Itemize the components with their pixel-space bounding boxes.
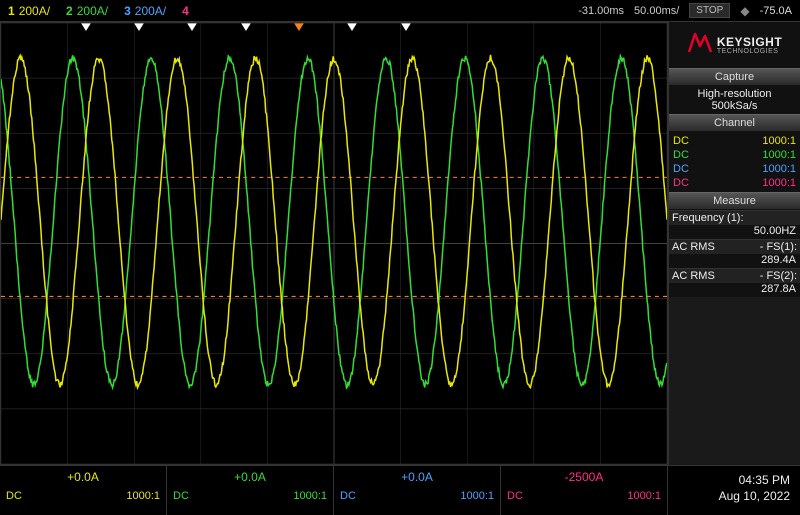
keysight-icon (687, 32, 713, 58)
measure-item: AC RMS- FS(2):287.8A (669, 268, 800, 297)
channel-indicator-3[interactable]: 3200A/ (124, 4, 166, 18)
channel-row: DC1000:1 (673, 148, 796, 162)
timebase: 50.00ms/ (634, 5, 679, 17)
side-panel: KEYSIGHT TECHNOLOGIES Capture High-resol… (668, 22, 800, 465)
capture-header[interactable]: Capture (669, 68, 800, 86)
acq-mode: High-resolution (673, 88, 796, 100)
channel-row: DC1000:1 (673, 162, 796, 176)
bottom-channel-3[interactable]: +0.0ADC1000:1 (334, 466, 501, 515)
sample-rate: 500kSa/s (673, 100, 796, 112)
brand-logo: KEYSIGHT TECHNOLOGIES (669, 22, 800, 68)
channel-row: DC1000:1 (673, 134, 796, 148)
run-stop-status[interactable]: STOP (689, 3, 730, 18)
top-bar: 1200A/2200A/3200A/4 -31.00ms 50.00ms/ ST… (0, 0, 800, 22)
channel-indicator-1[interactable]: 1200A/ (8, 4, 50, 18)
cursor-readout: -75.0A (760, 5, 792, 17)
bottom-channel-2[interactable]: +0.0ADC1000:1 (167, 466, 334, 515)
bottom-channel-4[interactable]: -2500ADC1000:1 (501, 466, 668, 515)
channel-row: DC1000:1 (673, 176, 796, 190)
measure-item: AC RMS- FS(1):289.4A (669, 239, 800, 268)
bottom-channel-1[interactable]: +0.0ADC1000:1 (0, 466, 167, 515)
horiz-delay: -31.00ms (578, 5, 624, 17)
time: 04:35 PM (678, 472, 790, 488)
measure-header[interactable]: Measure (669, 192, 800, 210)
brand-sub: TECHNOLOGIES (717, 48, 782, 55)
date: Aug 10, 2022 (678, 488, 790, 504)
measure-item: Frequency (1):50.00HZ (669, 210, 800, 239)
waveform-display[interactable] (0, 22, 668, 465)
channel-header[interactable]: Channel (669, 114, 800, 132)
channel-indicator-4[interactable]: 4 (182, 4, 193, 18)
clock: 04:35 PM Aug 10, 2022 (668, 466, 800, 515)
brand-name: KEYSIGHT (717, 36, 782, 48)
trigger-icon: ◆ (740, 4, 749, 18)
bottom-bar: +0.0ADC1000:1+0.0ADC1000:1+0.0ADC1000:1-… (0, 465, 800, 515)
channel-indicator-2[interactable]: 2200A/ (66, 4, 108, 18)
